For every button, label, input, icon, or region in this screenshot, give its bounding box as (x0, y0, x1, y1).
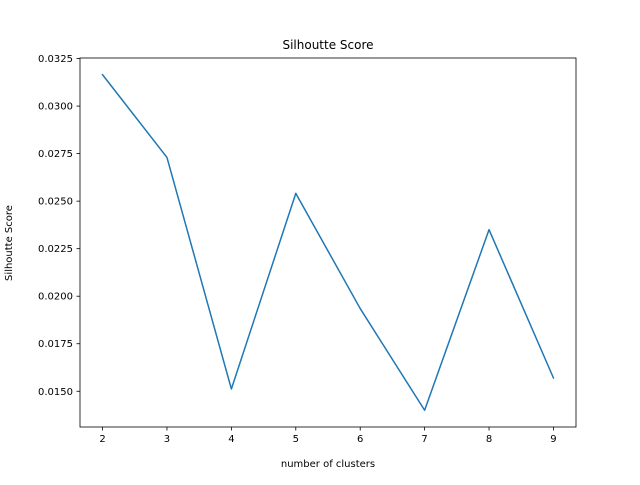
y-tick-label: 0.0200 (38, 292, 73, 303)
y-tick-label: 0.0150 (38, 387, 73, 398)
y-tick-label: 0.0275 (38, 149, 73, 160)
axes-frame (79, 57, 577, 428)
x-tick-label: 2 (99, 434, 105, 445)
x-tick-label: 3 (164, 434, 170, 445)
x-tick-label: 4 (228, 434, 234, 445)
chart-title: Silhoutte Score (282, 38, 373, 52)
y-tick-label: 0.0250 (38, 197, 73, 208)
y-tick-label: 0.0175 (38, 339, 73, 350)
series-line-0 (101, 73, 555, 412)
y-tick-label: 0.0225 (38, 244, 73, 255)
plot-area: 2 3 4 5 6 7 8 9 0.0150 0.0175 0.0200 0.0225 0.0250 0.… (38, 54, 577, 445)
x-tick-label: 9 (550, 434, 556, 445)
x-tick-label: 7 (421, 434, 427, 445)
y-tick-label: 0.0300 (38, 102, 73, 113)
x-tick-label: 5 (293, 434, 299, 445)
y-tick-label: 0.0325 (38, 54, 73, 65)
x-tick-label: 6 (357, 434, 363, 445)
y-axis-label: Silhoutte Score (4, 205, 15, 281)
x-tick-label: 8 (486, 434, 492, 445)
x-axis-label: number of clusters (281, 459, 375, 470)
